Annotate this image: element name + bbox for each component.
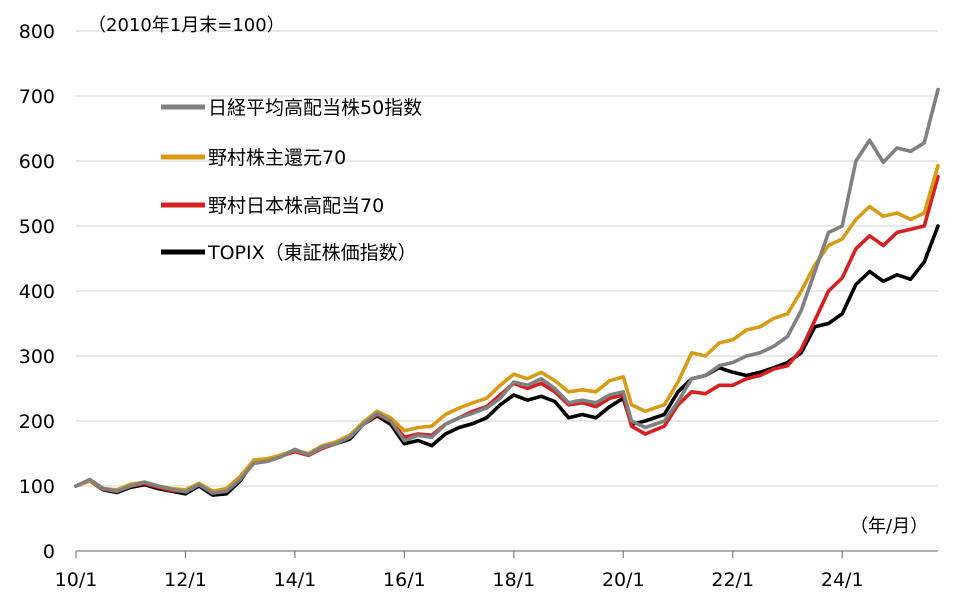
x-tick-label: 22/1 — [711, 569, 754, 591]
legend-label-1: 野村株主還元70 — [208, 147, 346, 169]
series-line-3 — [74, 224, 940, 497]
gridlines — [76, 30, 938, 487]
y-tick-label: 700 — [19, 86, 55, 108]
y-tick-label: 200 — [19, 411, 55, 433]
x-tick-label: 20/1 — [602, 569, 645, 591]
y-tick-label: 500 — [19, 216, 55, 238]
legend-label-0: 日経平均高配当株50指数 — [208, 97, 422, 119]
y-tick-label: 800 — [19, 21, 55, 43]
x-tick-label: 10/1 — [55, 569, 98, 591]
y-tick-label: 600 — [19, 151, 55, 173]
x-unit-note: （年/月） — [850, 516, 928, 537]
series-line-2 — [74, 174, 940, 493]
series-line-0 — [74, 87, 940, 495]
x-tick-label: 16/1 — [383, 569, 426, 591]
x-axis-ticks: 10/1 12/1 14/1 16/1 18/1 20/1 22/1 24/1 — [55, 551, 864, 591]
y-axis-ticks: 0 100 200 300 400 500 600 700 800 — [19, 21, 55, 563]
x-tick-label: 12/1 — [164, 569, 207, 591]
y-tick-label: 0 — [43, 541, 55, 563]
x-tick-label: 14/1 — [274, 569, 317, 591]
y-tick-label: 100 — [19, 476, 55, 498]
legend-label-2: 野村日本株高配当70 — [208, 195, 384, 217]
y-tick-label: 400 — [19, 281, 55, 303]
legend-label-3: TOPIX（東証株価指数） — [207, 242, 417, 264]
series-lines — [74, 87, 940, 497]
series-line-1 — [74, 163, 940, 493]
x-tick-label: 18/1 — [493, 569, 536, 591]
y-unit-note: （2010年1月末=100） — [88, 15, 285, 36]
y-tick-label: 300 — [19, 346, 55, 368]
x-tick-label: 24/1 — [821, 569, 864, 591]
